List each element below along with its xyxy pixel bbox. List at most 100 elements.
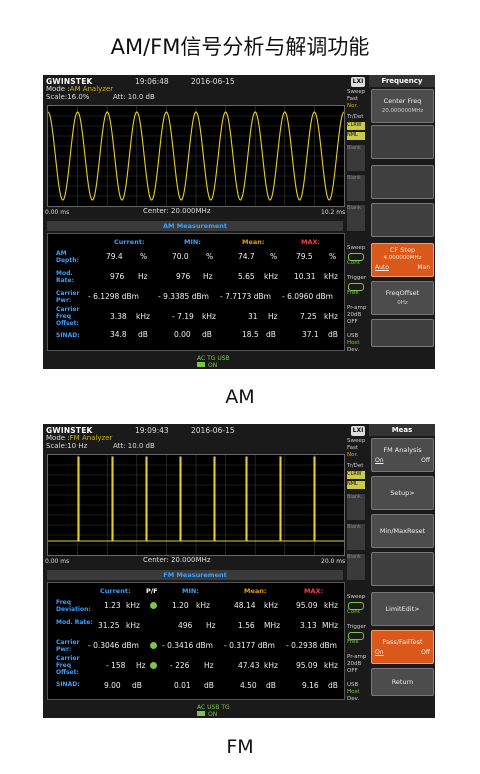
cell: 37.1 bbox=[302, 330, 319, 339]
cell: dB bbox=[138, 330, 148, 339]
scale-readout: Scale:16.0% bbox=[46, 93, 90, 101]
cell: 4.50 bbox=[240, 681, 257, 690]
softkey-empty-3[interactable] bbox=[371, 203, 434, 237]
cell: kHz bbox=[126, 621, 140, 630]
sweep-normal-label: Nor. bbox=[347, 452, 358, 458]
sweep-cont-label: Cont bbox=[347, 260, 360, 266]
cell: kHz bbox=[264, 601, 278, 610]
usb-device-label: Dev. bbox=[347, 347, 360, 353]
freq-offset-button[interactable]: FreqOffset 0Hz bbox=[371, 281, 434, 315]
cell: 48.14 bbox=[234, 601, 256, 610]
trace-blank-1: Blank bbox=[347, 145, 365, 171]
cell: 5.65 bbox=[238, 272, 255, 281]
pass-check-icon bbox=[150, 602, 157, 609]
cell: % bbox=[329, 252, 337, 261]
clock-date: 2016-06-15 bbox=[191, 77, 235, 86]
column-header-min: MIN: bbox=[182, 587, 199, 595]
trace-detector-label: Tr/Det bbox=[347, 114, 364, 120]
cf-step-button[interactable]: CF Step 4.000000MHz Auto Man bbox=[371, 243, 434, 277]
cell: 79.5 bbox=[296, 252, 313, 261]
pass-check-icon bbox=[150, 642, 157, 649]
cell: kHz bbox=[264, 272, 278, 281]
sweep-label: Sweep bbox=[347, 438, 366, 444]
cell: 7.25 bbox=[300, 312, 317, 321]
fm-trace bbox=[48, 456, 344, 542]
pass-check-icon bbox=[150, 662, 157, 669]
mode-indicator: Mode :FM Analyzer bbox=[46, 434, 113, 442]
softkey-empty-1[interactable] bbox=[371, 125, 434, 159]
x-axis-end: 10.2 ms bbox=[321, 209, 346, 216]
am-trace bbox=[48, 111, 344, 201]
column-header-max: MAX: bbox=[301, 238, 321, 246]
cell: kHz bbox=[324, 601, 338, 610]
cell: kHz bbox=[324, 661, 338, 670]
trace-blank-3: Blank bbox=[347, 205, 365, 231]
cell: - 6.0960 dBm bbox=[282, 292, 333, 301]
row-label-carrier-pwr: Carrier Pwr: bbox=[56, 639, 80, 653]
row-label-freq-deviation: Freq Deviation: bbox=[56, 599, 91, 613]
trigger-label: Trigger bbox=[347, 624, 366, 630]
trigger-free-label: Free bbox=[347, 639, 359, 645]
cell: 95.09 bbox=[296, 601, 318, 610]
sweep-normal-label: Nor. bbox=[347, 103, 358, 109]
measurement-table: Current: MIN: Mean: MAX: AM Depth: 79.4 … bbox=[47, 233, 345, 351]
row-label-sinad: SINAD: bbox=[56, 332, 80, 339]
row-label-carrier-freq-offset: Carrier Freq Offset: bbox=[56, 655, 80, 676]
cell: 976 bbox=[110, 272, 125, 281]
cell: 496 bbox=[178, 621, 193, 630]
row-label-sinad: SINAD: bbox=[56, 681, 80, 688]
cell: Hz bbox=[136, 661, 146, 670]
sweep-mode-label: Sweep bbox=[347, 594, 366, 600]
cell: kHz bbox=[136, 312, 150, 321]
softkey-empty-2[interactable] bbox=[371, 165, 434, 199]
softkey-empty-1[interactable] bbox=[371, 552, 434, 586]
cell: MHz bbox=[322, 621, 339, 630]
column-header-mean: Mean: bbox=[242, 238, 265, 246]
column-header-mean: Mean: bbox=[244, 587, 267, 595]
cell: % bbox=[270, 252, 278, 261]
min-max-reset-button[interactable]: Min/MaxReset bbox=[371, 514, 434, 548]
measurement-title: FM Measurement bbox=[47, 570, 343, 580]
cell: kHz bbox=[264, 661, 278, 670]
column-header-pass-fail: P/F bbox=[146, 587, 158, 595]
cell: 70.0 bbox=[172, 252, 189, 261]
cell: 0.01 bbox=[174, 681, 191, 690]
trace-blank-1: Blank bbox=[347, 494, 365, 520]
am-trace-plot bbox=[48, 106, 344, 206]
cell: - 7.19 bbox=[172, 312, 194, 321]
column-header-max: MAX: bbox=[304, 587, 324, 595]
sweep-fast-label: Fast bbox=[347, 96, 359, 102]
cell: kHz bbox=[324, 272, 338, 281]
setup-button[interactable]: Setup> bbox=[371, 476, 434, 510]
center-freq-button[interactable]: Center Freq 20.000000MHz bbox=[371, 89, 434, 123]
status-footer: AC USB TG ON bbox=[197, 704, 230, 718]
cell: kHz bbox=[202, 312, 216, 321]
trace-nml-indicator: NML bbox=[347, 132, 365, 140]
status-footer: AC TG USB ON bbox=[197, 355, 230, 369]
lxi-icon: LXI bbox=[351, 426, 365, 436]
lxi-icon: LXI bbox=[351, 77, 365, 87]
cell: dB bbox=[266, 330, 276, 339]
cell: % bbox=[140, 252, 148, 261]
pass-fail-test-toggle[interactable]: Pass/FailTest On Off bbox=[371, 630, 434, 664]
cell: MHz bbox=[264, 621, 281, 630]
status-header: GWINSTEK 19:09:43 2016-06-15 Mode :FM An… bbox=[43, 424, 347, 454]
limit-edit-button[interactable]: LimitEdit> bbox=[371, 592, 434, 626]
usb-label: USB bbox=[347, 682, 359, 688]
softkey-empty-4[interactable] bbox=[371, 319, 434, 347]
cell: kHz bbox=[324, 312, 338, 321]
clock-time: 19:09:43 bbox=[135, 426, 169, 435]
status-sidebar: Sweep Fast Nor. Tr/Det CLRW NML Blank Bl… bbox=[345, 89, 367, 369]
cell: 34.8 bbox=[110, 330, 127, 339]
cell: 10.31 bbox=[294, 272, 316, 281]
free-indicator-icon bbox=[348, 632, 364, 640]
cell: 31.25 bbox=[98, 621, 120, 630]
cell: 95.09 bbox=[296, 661, 318, 670]
cell: - 6.1298 dBm bbox=[88, 292, 139, 301]
row-label-carrier-freq-offset: Carrier Freq Offset: bbox=[56, 306, 80, 327]
cell: - 9.3385 dBm bbox=[158, 292, 209, 301]
cell: 976 bbox=[176, 272, 191, 281]
return-button[interactable]: Return bbox=[371, 668, 434, 696]
fm-analyzer-screen: GWINSTEK 19:09:43 2016-06-15 Mode :FM An… bbox=[43, 424, 435, 718]
fm-analysis-toggle[interactable]: FM Analysis On Off bbox=[371, 438, 434, 472]
